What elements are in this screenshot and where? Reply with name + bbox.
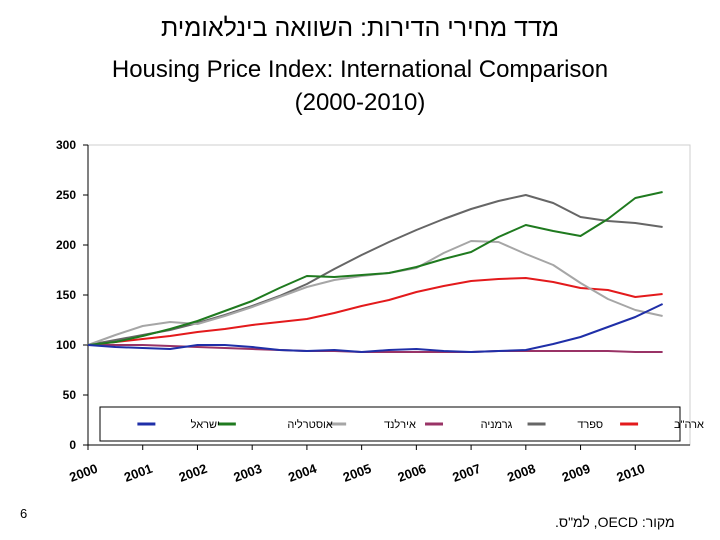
chart-title-hebrew: מדד מחירי הדירות: השוואה בינלאומית [160,14,560,42]
x-tick-label: 2003 [231,461,263,485]
page-number: 6 [20,506,28,521]
legend-label: גרמניה [481,419,513,431]
x-tick-label: 2000 [67,461,99,485]
series-line [87,191,663,346]
series-line [87,303,664,353]
y-tick-label: 150 [56,288,76,302]
chart-subtitle-years: (2000-2010) [294,89,426,116]
y-tick-label: 0 [69,438,76,452]
x-tick-label: 2007 [450,461,482,485]
y-tick-label: 250 [56,188,76,202]
legend-label: ארה"ב [674,419,704,431]
series-line [87,277,663,346]
source-note: מקור: OECD, למ"ס. [555,514,675,530]
x-tick-label: 2005 [341,461,373,485]
x-tick-label: 2002 [177,461,209,485]
x-tick-label: 2004 [286,461,319,485]
legend-label: אוסטרליה [287,418,333,431]
chart-title-english: Housing Price Index: International Compa… [111,56,609,83]
legend-label: ספרד [577,419,603,431]
x-tick-label: 2010 [615,461,647,485]
y-tick-label: 100 [56,338,76,352]
legend-label: ישראל [191,418,220,431]
legend-box [99,406,681,442]
x-tick-label: 2001 [122,461,154,485]
y-tick-label: 200 [56,238,76,252]
x-tick-label: 2009 [560,461,592,485]
x-tick-label: 2008 [505,461,537,485]
plot-area [87,144,691,446]
y-tick-label: 50 [63,388,77,402]
y-tick-label: 300 [56,138,76,152]
x-tick-label: 2006 [396,461,428,485]
legend-label: אירלנד [384,418,416,431]
series-line [87,194,663,346]
